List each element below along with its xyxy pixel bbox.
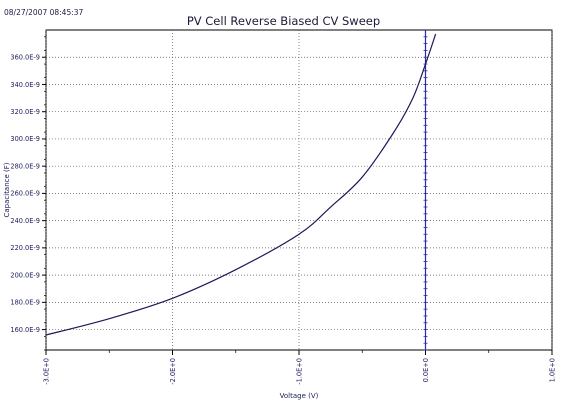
y-tick-label: 340.0E-9 (10, 81, 40, 89)
y-axis-label: Capacitance (F) (3, 162, 11, 217)
y-tick-label: 160.0E-9 (10, 326, 40, 334)
x-tick-label: -3.0E+0 (42, 358, 50, 385)
timestamp: 08/27/2007 08:45:37 (4, 8, 84, 17)
chart-title: PV Cell Reverse Biased CV Sweep (186, 14, 381, 28)
y-tick-label: 180.0E-9 (10, 299, 40, 307)
y-tick-label: 320.0E-9 (10, 108, 40, 116)
x-tick-label: -2.0E+0 (169, 358, 177, 385)
x-tick-label: -1.0E+0 (295, 358, 303, 385)
y-tick-label: 300.0E-9 (10, 135, 40, 143)
marker-line (423, 30, 428, 351)
y-tick-label: 280.0E-9 (10, 162, 40, 170)
y-tick-label: 260.0E-9 (10, 190, 40, 198)
y-tick-label: 360.0E-9 (10, 54, 40, 62)
y-tick-label: 240.0E-9 (10, 217, 40, 225)
y-tick-label: 200.0E-9 (10, 271, 40, 279)
x-tick-label: 0.0E+0 (422, 358, 430, 382)
tick-labels: 160.0E-9 180.0E-9 200.0E-9 220.0E-9 240.0E-9… (10, 54, 556, 385)
y-tick-label: 220.0E-9 (10, 244, 40, 252)
series-line (45, 33, 437, 336)
x-axis-label: Voltage (V) (280, 392, 319, 400)
ticks (42, 36, 553, 355)
x-tick-label: 1.0E+0 (548, 358, 556, 382)
